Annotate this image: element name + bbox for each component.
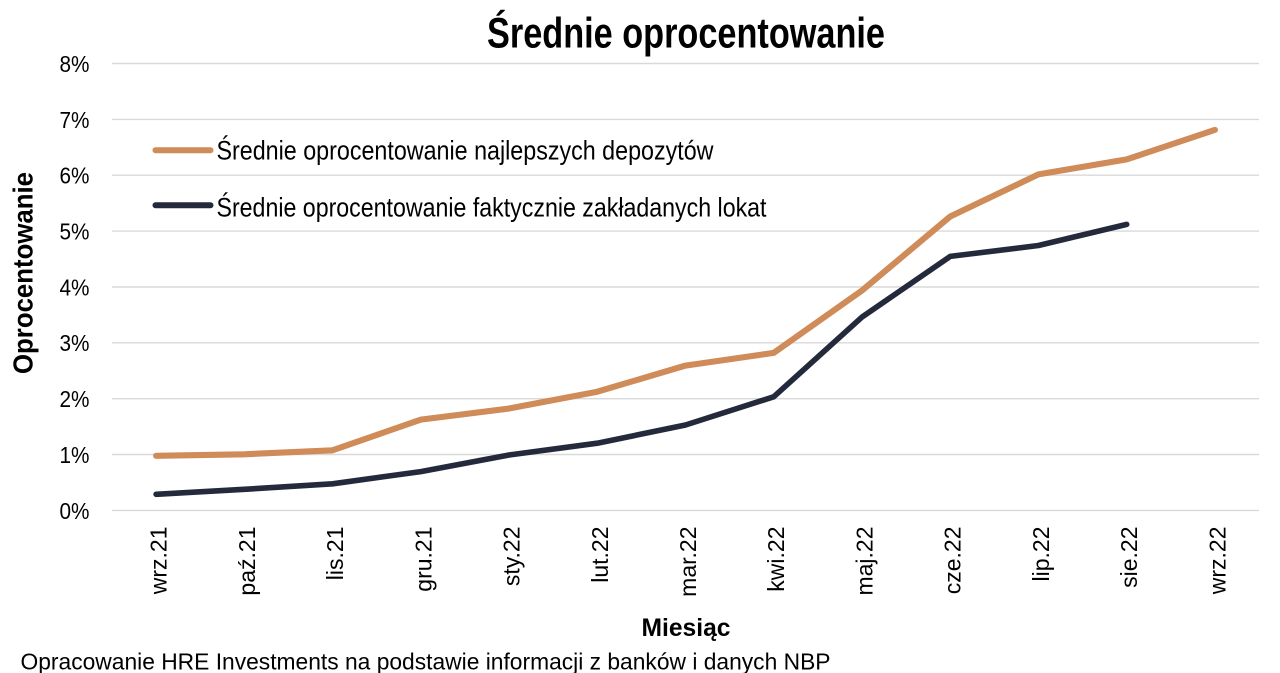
svg-text:2%: 2% [60,386,90,412]
svg-text:Miesiąc: Miesiąc [642,614,731,642]
svg-text:paź.21: paź.21 [234,527,260,596]
svg-text:wrz.21: wrz.21 [146,527,172,596]
svg-text:Średnie oprocentowanie najleps: Średnie oprocentowanie najlepszych depoz… [217,134,714,166]
svg-text:6%: 6% [60,163,90,189]
svg-text:mar.22: mar.22 [675,527,701,597]
svg-text:3%: 3% [60,330,90,356]
svg-text:Opracowanie HRE Investments na: Opracowanie HRE Investments na podstawie… [21,649,831,673]
svg-text:0%: 0% [60,498,90,524]
svg-text:wrz.22: wrz.22 [1204,527,1230,596]
svg-text:4%: 4% [60,274,90,300]
svg-text:8%: 8% [60,51,90,77]
svg-text:gru.21: gru.21 [410,527,436,592]
svg-text:7%: 7% [60,107,90,133]
svg-text:maj.22: maj.22 [852,527,878,596]
svg-text:lis.21: lis.21 [322,527,348,581]
svg-text:Średnie oprocentowanie: Średnie oprocentowanie [487,9,885,58]
svg-text:Średnie oprocentowanie faktycz: Średnie oprocentowanie faktycznie zakład… [217,191,767,223]
svg-text:sie.22: sie.22 [1116,527,1142,588]
svg-text:lip.22: lip.22 [1028,527,1054,582]
svg-text:lut.22: lut.22 [587,527,613,583]
svg-text:sty.22: sty.22 [499,527,525,587]
svg-text:cze.22: cze.22 [940,527,966,595]
svg-text:Oprocentowanie: Oprocentowanie [8,172,39,374]
svg-text:5%: 5% [60,219,90,245]
svg-text:kwi.22: kwi.22 [763,527,789,592]
svg-text:1%: 1% [60,442,90,468]
